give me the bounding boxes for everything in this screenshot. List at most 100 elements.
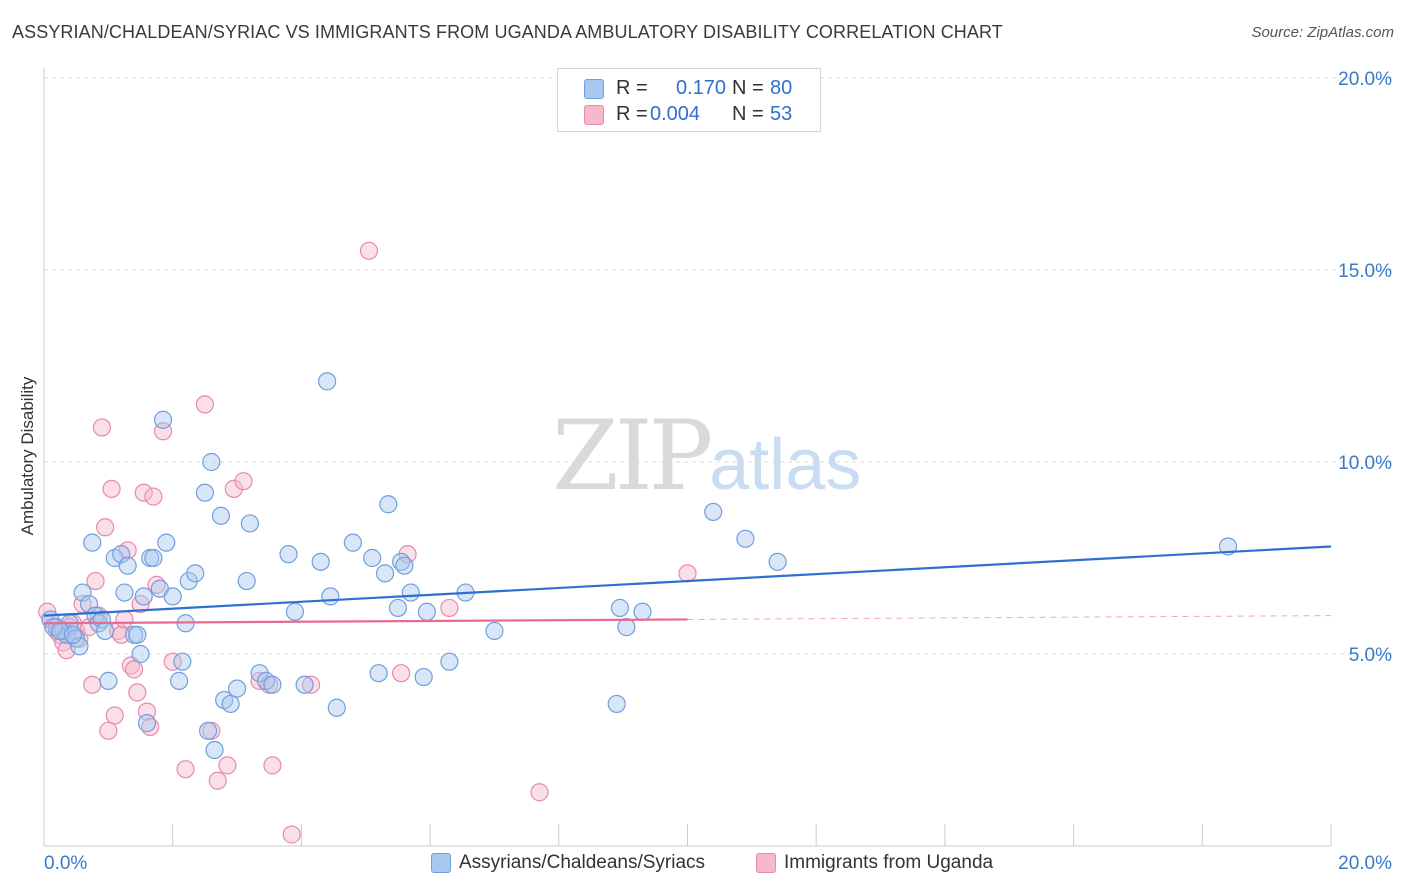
watermark-zip: ZIP	[552, 400, 713, 512]
assyrian-point	[202, 452, 221, 472]
assyrian-point	[157, 533, 176, 552]
legend-r-value: 0.004	[650, 103, 701, 125]
assyrian-point	[198, 721, 218, 740]
source-label: Source: ZipAtlas.com	[1251, 24, 1394, 41]
assyrian-trend-line	[43, 545, 1332, 617]
legend-swatch-pink	[584, 105, 604, 125]
assyrian-point	[363, 548, 382, 568]
uganda-point	[224, 479, 243, 498]
uganda-point	[301, 675, 321, 694]
assyrian-point	[311, 552, 330, 571]
legend-n-label: N =	[732, 77, 764, 99]
assyrian-point	[70, 637, 89, 656]
assyrian-point	[401, 583, 420, 602]
bottom-legend-swatch-blue	[431, 853, 451, 873]
x-tick-label: 0.0%	[44, 853, 87, 874]
uganda-point	[83, 675, 102, 694]
legend-n-value: 53	[770, 103, 793, 125]
assyrian-point	[128, 625, 147, 644]
assyrian-point	[633, 602, 652, 621]
uganda-point	[92, 418, 112, 437]
assyrian-point	[343, 533, 362, 552]
assyrian-point	[115, 583, 134, 602]
uganda-point	[124, 660, 144, 679]
assyrian-point	[205, 740, 224, 760]
uganda-point	[115, 610, 134, 629]
axes	[43, 68, 1332, 847]
assyrian-point	[610, 598, 630, 618]
y-tick-label: 15.0%	[1338, 261, 1392, 282]
uganda-point	[234, 472, 253, 491]
uganda-point	[282, 825, 301, 844]
x-tick-label: 20.0%	[1338, 853, 1392, 874]
trend-lines	[43, 545, 1332, 625]
assyrian-point	[295, 675, 314, 694]
assyrian-point	[414, 667, 433, 687]
assyrian-point	[153, 410, 173, 429]
assyrian-point	[279, 545, 298, 564]
y-tick-label: 5.0%	[1349, 645, 1392, 666]
assyrian-point	[237, 571, 256, 591]
assyrian-point	[118, 556, 137, 575]
assyrian-point	[83, 533, 102, 552]
y-tick-label: 20.0%	[1338, 69, 1392, 90]
uganda-point	[678, 564, 697, 583]
legend-r-value: 0.170	[676, 77, 727, 99]
legend-n-label: N =	[732, 103, 764, 125]
uganda-point	[263, 756, 282, 775]
assyrian-point	[379, 495, 398, 514]
assyrian-point	[240, 514, 260, 533]
uganda-point	[195, 395, 214, 414]
legend-r-label: R =	[616, 77, 648, 99]
assyrian-point	[369, 664, 388, 683]
assyrian-point	[99, 671, 118, 690]
assyrian-point	[395, 556, 414, 575]
assyrian-point	[285, 602, 305, 621]
uganda-point	[144, 487, 163, 506]
bottom-legend-label: Assyrians/Chaldeans/Syriacs	[459, 852, 706, 873]
uganda-point	[99, 721, 118, 740]
tick-labels: 5.0% 10.0% 15.0% 20.0% 0.0% 20.0%	[44, 69, 1392, 874]
series-uganda-points	[38, 241, 697, 844]
uganda-point	[96, 518, 115, 537]
bottom-legend-label: Immigrants from Uganda	[784, 852, 994, 873]
assyrian-point	[318, 372, 337, 391]
series-assyrian-points	[41, 372, 1238, 760]
watermark: ZIPatlas	[552, 400, 861, 512]
uganda-point	[530, 783, 549, 802]
uganda-point	[218, 756, 237, 775]
legend-n-value: 80	[770, 77, 793, 99]
assyrian-point	[321, 587, 340, 606]
assyrian-point	[144, 548, 163, 568]
assyrian-point	[131, 644, 150, 664]
assyrian-point	[227, 679, 247, 698]
y-tick-label: 10.0%	[1338, 453, 1392, 474]
y-axis-label: Ambulatory Disability	[18, 376, 37, 536]
legend-swatch-blue	[584, 79, 604, 99]
assyrian-point	[440, 652, 459, 671]
uganda-point	[359, 241, 379, 260]
uganda-point	[163, 652, 182, 671]
uganda-point	[134, 483, 153, 502]
assyrian-point	[137, 714, 157, 733]
assyrian-point	[112, 545, 131, 564]
assyrian-point	[211, 506, 231, 525]
uganda-trend-line-extension	[687, 615, 1332, 620]
assyrian-point	[73, 583, 92, 602]
uganda-point	[102, 479, 121, 498]
assyrian-point	[134, 587, 153, 606]
assyrian-point	[607, 694, 626, 714]
assyrian-point	[768, 552, 787, 571]
grid-lines	[44, 77, 1394, 655]
assyrian-point	[173, 652, 192, 671]
assyrian-point	[736, 529, 755, 548]
legend-r-label: R =	[616, 103, 648, 125]
assyrian-point	[170, 671, 189, 690]
assyrian-point	[96, 621, 115, 641]
assyrian-point	[186, 564, 205, 583]
assyrian-point	[388, 598, 408, 618]
assyrian-point	[221, 694, 240, 714]
uganda-point	[86, 571, 105, 591]
uganda-point	[208, 771, 227, 790]
